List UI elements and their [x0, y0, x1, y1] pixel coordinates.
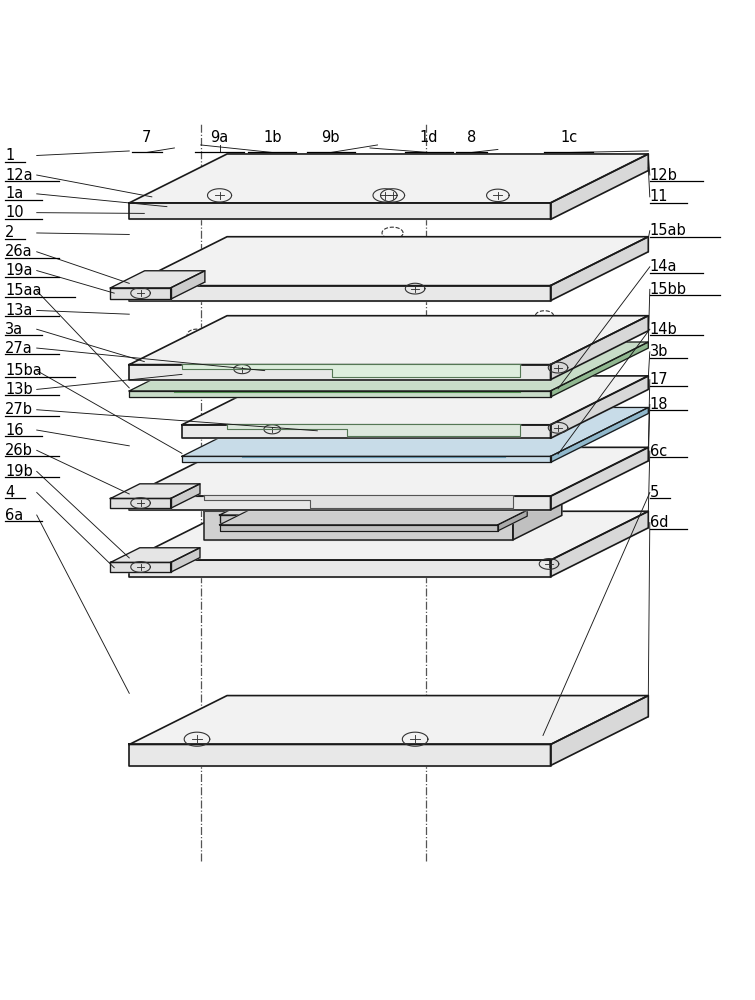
Polygon shape	[129, 391, 550, 397]
Polygon shape	[129, 237, 649, 286]
Polygon shape	[171, 484, 200, 508]
Polygon shape	[110, 498, 171, 508]
Text: 3b: 3b	[650, 344, 668, 359]
Text: 6d: 6d	[650, 515, 668, 530]
Polygon shape	[129, 744, 550, 766]
Polygon shape	[129, 286, 550, 301]
Text: 15ab: 15ab	[650, 223, 686, 238]
Text: 15aa: 15aa	[5, 283, 42, 298]
Text: 10: 10	[5, 205, 23, 220]
Text: 3a: 3a	[5, 322, 23, 337]
Polygon shape	[513, 487, 562, 540]
Text: 15bb: 15bb	[650, 282, 687, 297]
Polygon shape	[129, 203, 550, 219]
Polygon shape	[550, 237, 649, 301]
Polygon shape	[129, 496, 550, 510]
Polygon shape	[171, 271, 205, 299]
Polygon shape	[205, 487, 562, 511]
Text: 26b: 26b	[5, 443, 33, 458]
Text: 6c: 6c	[650, 444, 667, 459]
Polygon shape	[182, 407, 649, 456]
Text: 27a: 27a	[5, 341, 33, 356]
Polygon shape	[220, 495, 537, 515]
Polygon shape	[550, 342, 649, 397]
Text: 4: 4	[5, 485, 14, 500]
Text: 9b: 9b	[322, 130, 340, 145]
Text: 13b: 13b	[5, 382, 32, 397]
Polygon shape	[110, 271, 205, 288]
Text: 14a: 14a	[650, 259, 677, 274]
Polygon shape	[220, 515, 498, 523]
Text: 12b: 12b	[650, 168, 678, 183]
Text: 1: 1	[5, 148, 14, 163]
Text: 6a: 6a	[5, 508, 23, 523]
Text: 1d: 1d	[419, 130, 438, 145]
Polygon shape	[498, 510, 527, 531]
Polygon shape	[110, 548, 200, 562]
Polygon shape	[171, 548, 200, 572]
Polygon shape	[129, 365, 550, 380]
Text: 7: 7	[142, 130, 151, 145]
Polygon shape	[550, 316, 649, 380]
Polygon shape	[227, 424, 520, 436]
Text: 2: 2	[5, 225, 14, 240]
Text: 18: 18	[650, 397, 668, 412]
Polygon shape	[129, 447, 649, 496]
Text: 15ba: 15ba	[5, 363, 42, 378]
Polygon shape	[550, 447, 649, 510]
Polygon shape	[110, 288, 171, 299]
Text: 5: 5	[650, 485, 659, 500]
Text: 1c: 1c	[560, 130, 577, 145]
Polygon shape	[550, 511, 649, 577]
Polygon shape	[550, 696, 649, 766]
Polygon shape	[550, 154, 649, 219]
Polygon shape	[129, 560, 550, 577]
Text: 1b: 1b	[263, 130, 282, 145]
Polygon shape	[110, 562, 171, 572]
Polygon shape	[182, 456, 550, 462]
Text: 17: 17	[650, 372, 668, 387]
Polygon shape	[129, 154, 649, 203]
Polygon shape	[550, 376, 649, 438]
Polygon shape	[205, 511, 513, 540]
Polygon shape	[129, 511, 649, 560]
Polygon shape	[498, 495, 537, 523]
Text: 13a: 13a	[5, 303, 32, 318]
Text: 26a: 26a	[5, 244, 32, 259]
Polygon shape	[205, 495, 513, 508]
Polygon shape	[550, 407, 649, 462]
Polygon shape	[129, 316, 649, 365]
Polygon shape	[129, 342, 649, 391]
Polygon shape	[220, 525, 498, 531]
Polygon shape	[182, 364, 520, 377]
Text: 12a: 12a	[5, 168, 32, 183]
Text: 19b: 19b	[5, 464, 33, 479]
Text: 1a: 1a	[5, 186, 23, 201]
Text: 9a: 9a	[211, 130, 229, 145]
Text: 11: 11	[650, 189, 668, 204]
Text: 8: 8	[467, 130, 476, 145]
Text: 16: 16	[5, 423, 23, 438]
Text: 19a: 19a	[5, 263, 32, 278]
Polygon shape	[110, 484, 200, 498]
Polygon shape	[129, 696, 649, 744]
Polygon shape	[220, 510, 527, 525]
Polygon shape	[182, 376, 649, 425]
Polygon shape	[182, 425, 550, 438]
Text: 27b: 27b	[5, 402, 33, 417]
Text: 14b: 14b	[650, 322, 677, 337]
